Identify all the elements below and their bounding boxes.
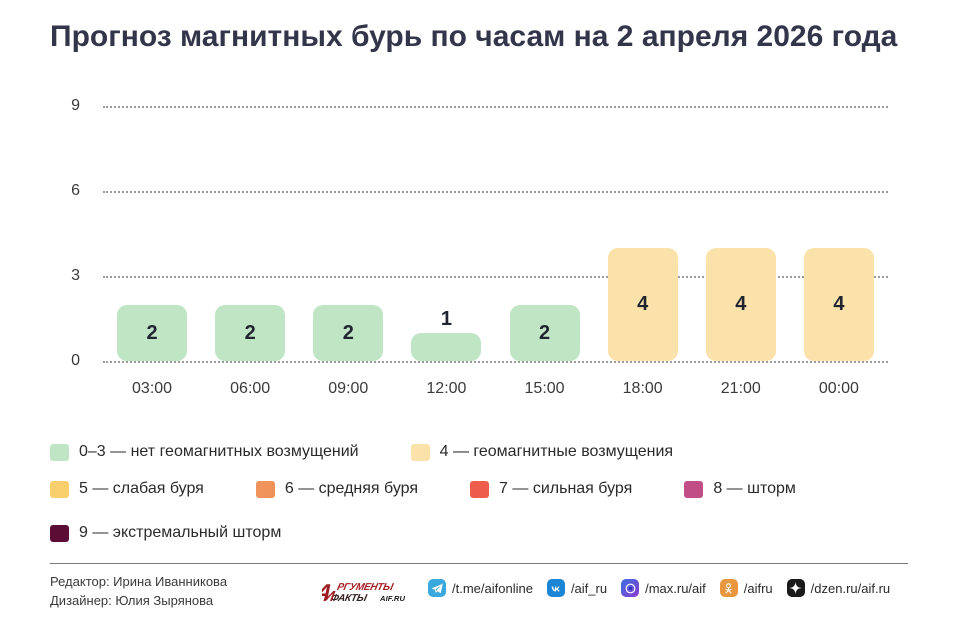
svg-text:РГУМЕНТЫ: РГУМЕНТЫ bbox=[336, 582, 395, 593]
svg-text:ФАКТЫ: ФАКТЫ bbox=[330, 593, 369, 603]
svg-text:AIF.RU: AIF.RU bbox=[379, 594, 405, 603]
